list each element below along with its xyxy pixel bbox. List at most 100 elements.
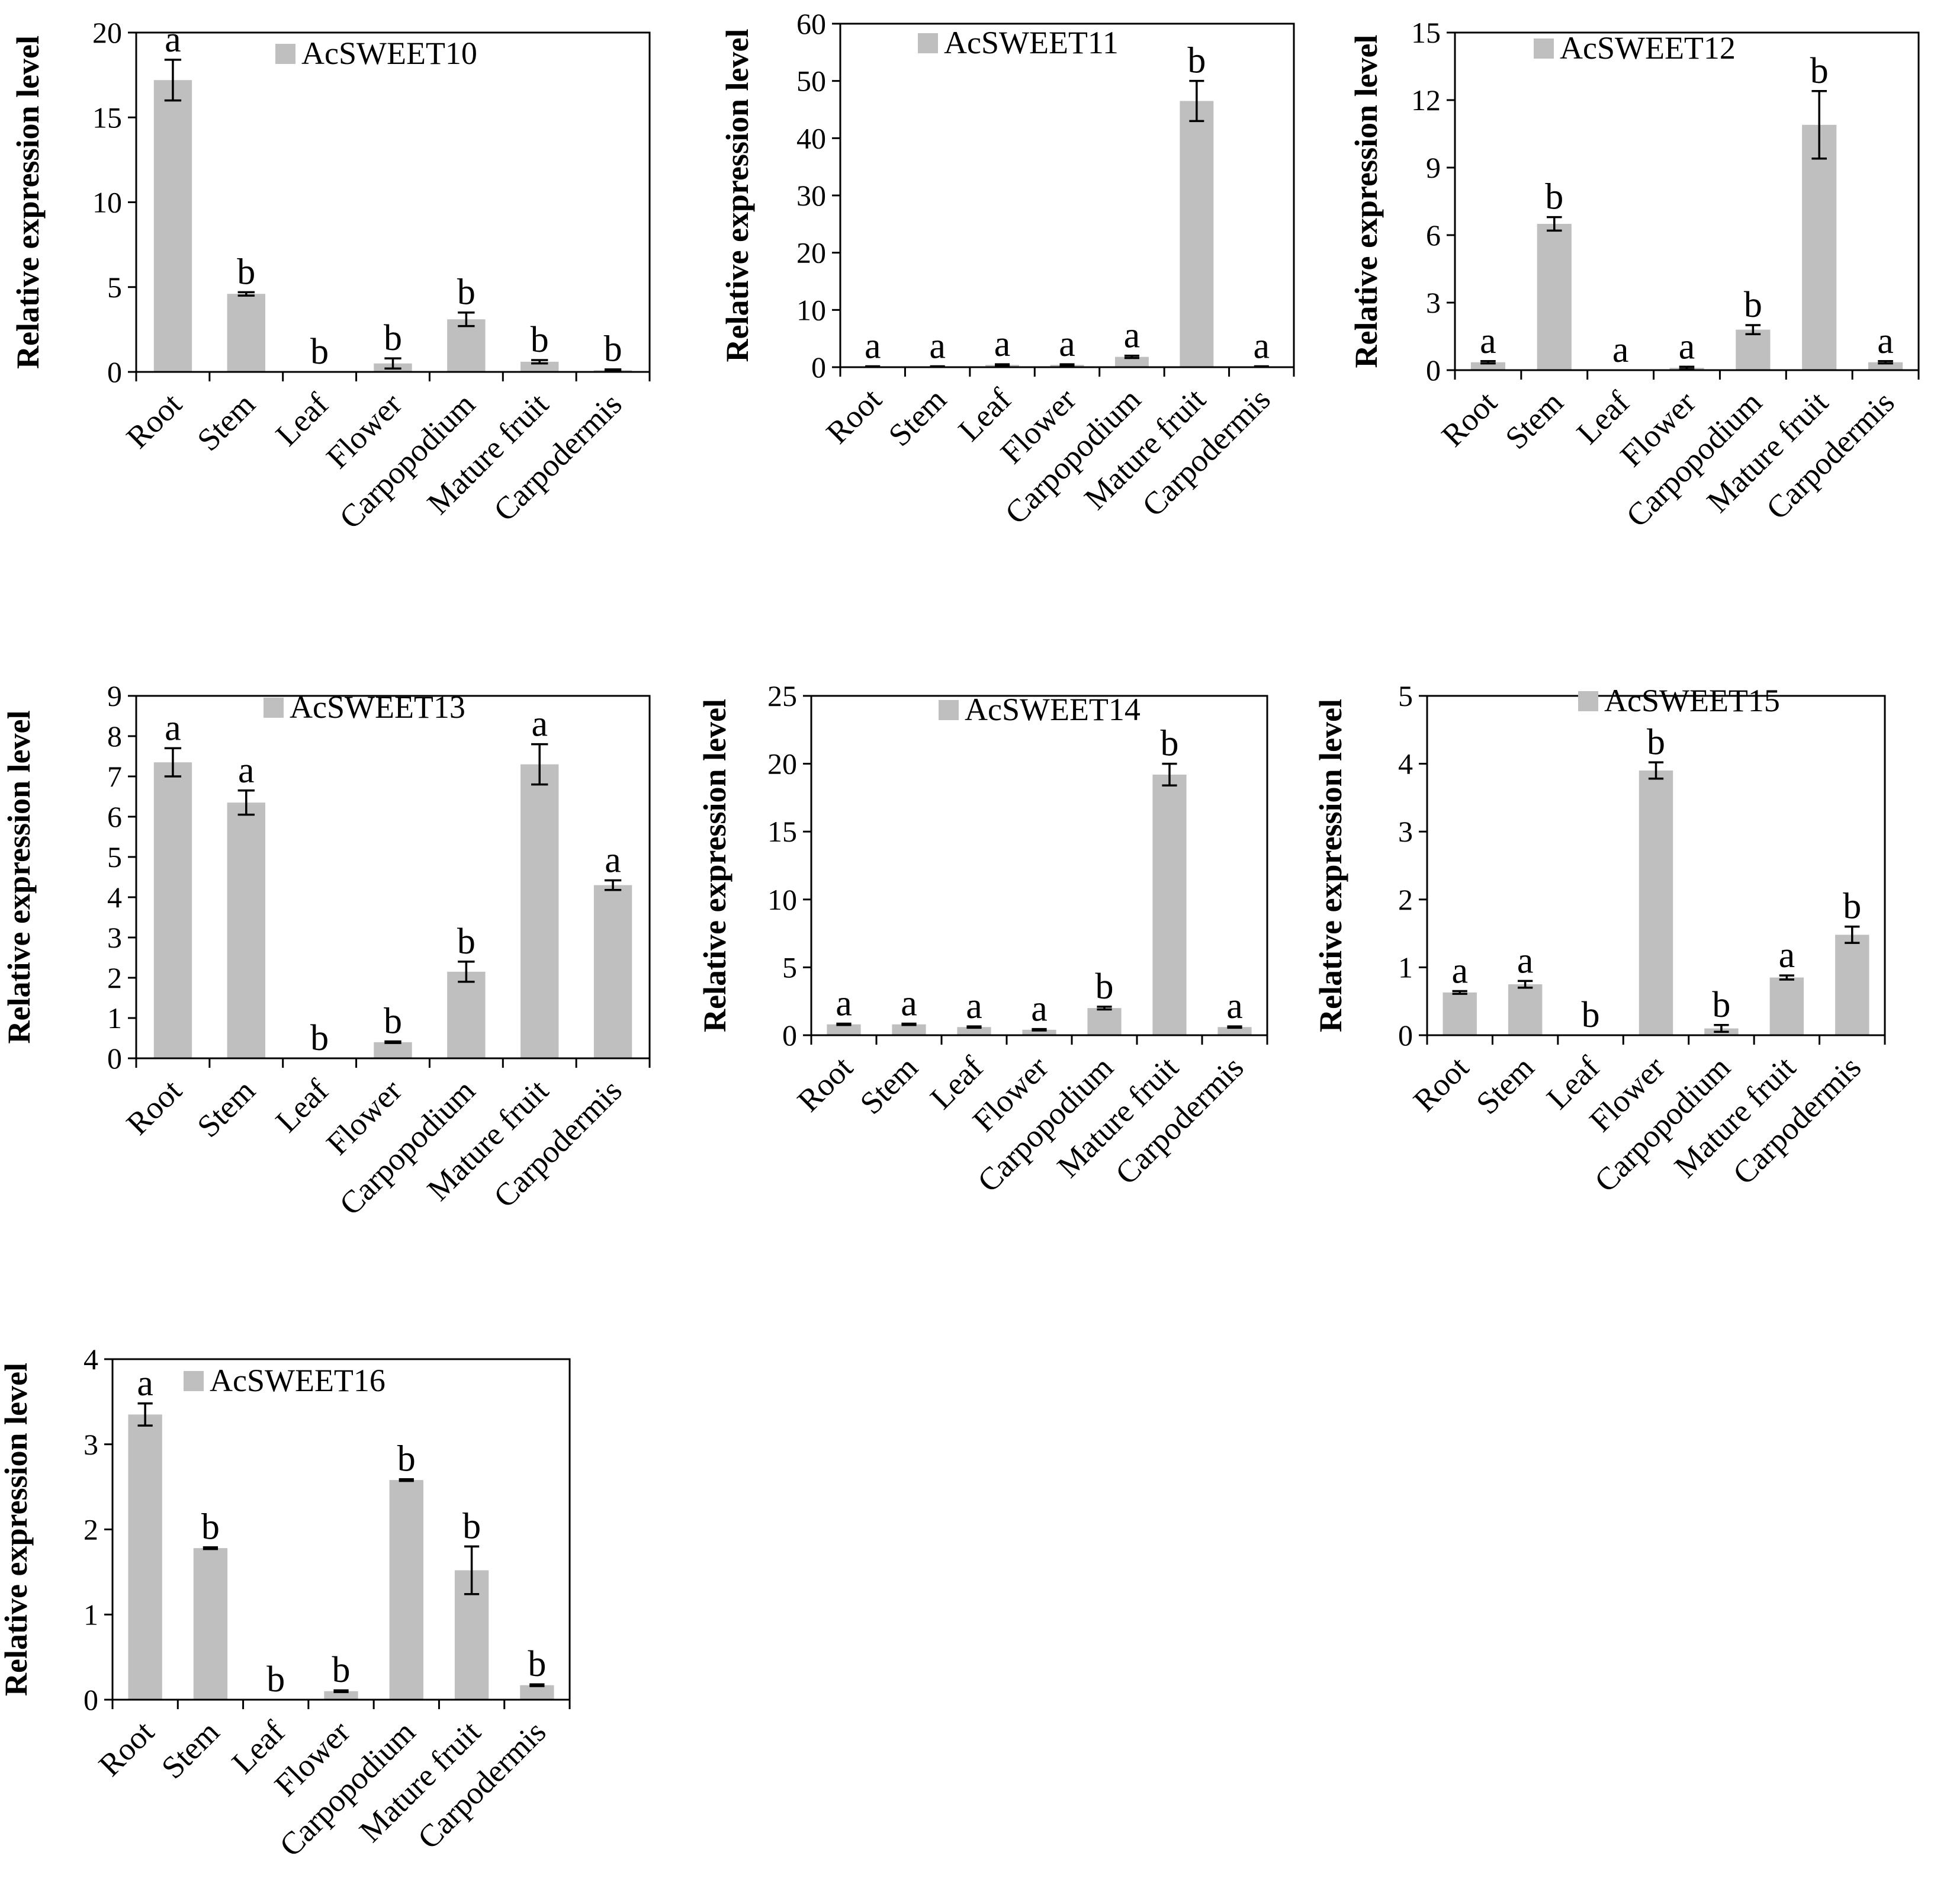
significance-letter: a [1480, 321, 1496, 361]
significance-letter: a [865, 326, 881, 367]
x-tick-label: Root [820, 381, 889, 451]
chart-panel-acsweet11: Relative expression level0102030405060aR… [719, 7, 1295, 531]
y-axis-label: Relative expression level [1313, 699, 1348, 1032]
bar-mature-fruit [521, 361, 559, 372]
bar-carpodermis [593, 885, 632, 1058]
significance-letter: a [1226, 986, 1243, 1026]
bar-stem [193, 1548, 228, 1700]
significance-letter: a [1254, 326, 1270, 367]
significance-letter: a [165, 20, 181, 60]
significance-letter: a [994, 324, 1011, 364]
bar-root [827, 1024, 861, 1035]
significance-letter: b [531, 320, 549, 360]
bar-carpodermis [1868, 362, 1903, 370]
x-tick-label: Stem [190, 386, 262, 458]
y-tick-label: 50 [796, 65, 826, 98]
x-tick-label: Leaf [269, 1073, 335, 1139]
legend-swatch [1578, 691, 1598, 711]
bar-carpopodium [447, 971, 486, 1058]
significance-letter: b [1744, 285, 1762, 325]
significance-letter: b [462, 1506, 481, 1546]
y-axis-label: Relative expression level [697, 699, 733, 1032]
plot-frame [810, 695, 1268, 1036]
y-tick-label: 1 [83, 1598, 98, 1631]
chart-panel-acsweet13: Relative expression level 0 1 2 3 4 5 6 7 8 9 a Root… [1, 679, 651, 1222]
bar-carpodermis [1217, 1027, 1252, 1035]
significance-letter: b [310, 332, 329, 372]
y-tick-label: 12 [1411, 84, 1441, 117]
bar-flower [1639, 770, 1673, 1035]
bar-root [153, 80, 192, 372]
bar-root [128, 1414, 162, 1700]
significance-letter: a [1517, 940, 1534, 981]
y-tick-label: 5 [782, 951, 797, 984]
significance-letter: a [1877, 321, 1894, 361]
y-tick-label: 5 [107, 840, 122, 874]
x-tick-label: Stem [882, 381, 953, 453]
significance-letter: a [1779, 935, 1795, 975]
significance-letter: a [929, 326, 946, 367]
significance-letter: b [1647, 722, 1665, 762]
legend-label: AcSWEET16 [210, 1363, 385, 1398]
plot-frame [1454, 31, 1920, 371]
y-tick-label: 40 [796, 121, 826, 155]
significance-letter: b [1582, 995, 1600, 1035]
y-tick-label: 10 [767, 883, 797, 916]
significance-letter: b [384, 318, 402, 358]
y-tick-label: 6 [1426, 219, 1441, 252]
y-tick-label: 5 [1398, 679, 1413, 712]
y-tick-label: 3 [83, 1428, 98, 1461]
bar-root [1443, 992, 1477, 1035]
y-tick-label: 5 [107, 271, 122, 304]
y-tick-label: 0 [83, 1683, 98, 1716]
significance-letter: a [1612, 330, 1629, 370]
plot-frame [1426, 695, 1886, 1036]
chart-panel-acsweet15: Relative expression level 0 1 2 3 4 5 a Root a Ste… [1313, 679, 1886, 1199]
x-tick-label: Stem [155, 1714, 226, 1786]
legend-label: AcSWEET11 [944, 25, 1119, 60]
bar-mature-fruit [521, 764, 559, 1058]
y-tick-label: 4 [83, 1343, 98, 1376]
significance-letter: a [238, 750, 255, 791]
x-tick-label: Root [1435, 384, 1504, 454]
significance-letter: b [1545, 177, 1563, 217]
significance-letter: a [836, 984, 852, 1024]
significance-letter: a [1451, 951, 1468, 991]
significance-letter: b [528, 1644, 546, 1684]
legend-swatch [184, 1371, 204, 1391]
bar-carpopodium [1087, 1008, 1122, 1035]
chart-panel-acsweet10: Relative expression level 0 5 10 15 20 a Root b S… [10, 16, 651, 535]
plot-frame [839, 23, 1295, 368]
significance-letter: a [1031, 989, 1048, 1029]
y-tick-label: 4 [107, 881, 122, 914]
x-tick-label: Root [120, 1073, 189, 1142]
y-tick-label: 30 [796, 179, 826, 212]
bar-leaf [957, 1027, 991, 1035]
y-tick-label: 10 [796, 293, 826, 326]
y-tick-label: 0 [1398, 1019, 1413, 1052]
legend-label: AcSWEET13 [290, 689, 465, 725]
significance-letter: b [384, 1001, 402, 1041]
bar-mature-fruit [1180, 101, 1214, 367]
x-tick-label: Stem [853, 1049, 925, 1121]
y-tick-label: 3 [1426, 286, 1441, 319]
bar-mature-fruit [1802, 124, 1837, 371]
y-tick-label: 1 [1398, 951, 1413, 984]
significance-letter: a [137, 1363, 153, 1404]
y-tick-label: 15 [92, 101, 122, 134]
x-tick-label: Leaf [269, 386, 335, 452]
legend-label: AcSWEET15 [1604, 683, 1780, 718]
y-axis-label: Relative expression level [1, 711, 37, 1044]
bar-mature-fruit [1152, 774, 1187, 1035]
y-tick-label: 8 [107, 720, 122, 753]
significance-letter: b [310, 1018, 329, 1058]
significance-letter: b [457, 922, 476, 962]
y-tick-label: 0 [1426, 354, 1441, 387]
x-tick-label: Root [120, 386, 189, 455]
y-tick-label: 2 [83, 1513, 98, 1546]
bar-flower [374, 1042, 412, 1058]
significance-letter: b [332, 1650, 351, 1690]
legend-swatch [918, 33, 938, 53]
y-tick-label: 7 [107, 760, 122, 793]
legend-swatch [939, 700, 959, 720]
